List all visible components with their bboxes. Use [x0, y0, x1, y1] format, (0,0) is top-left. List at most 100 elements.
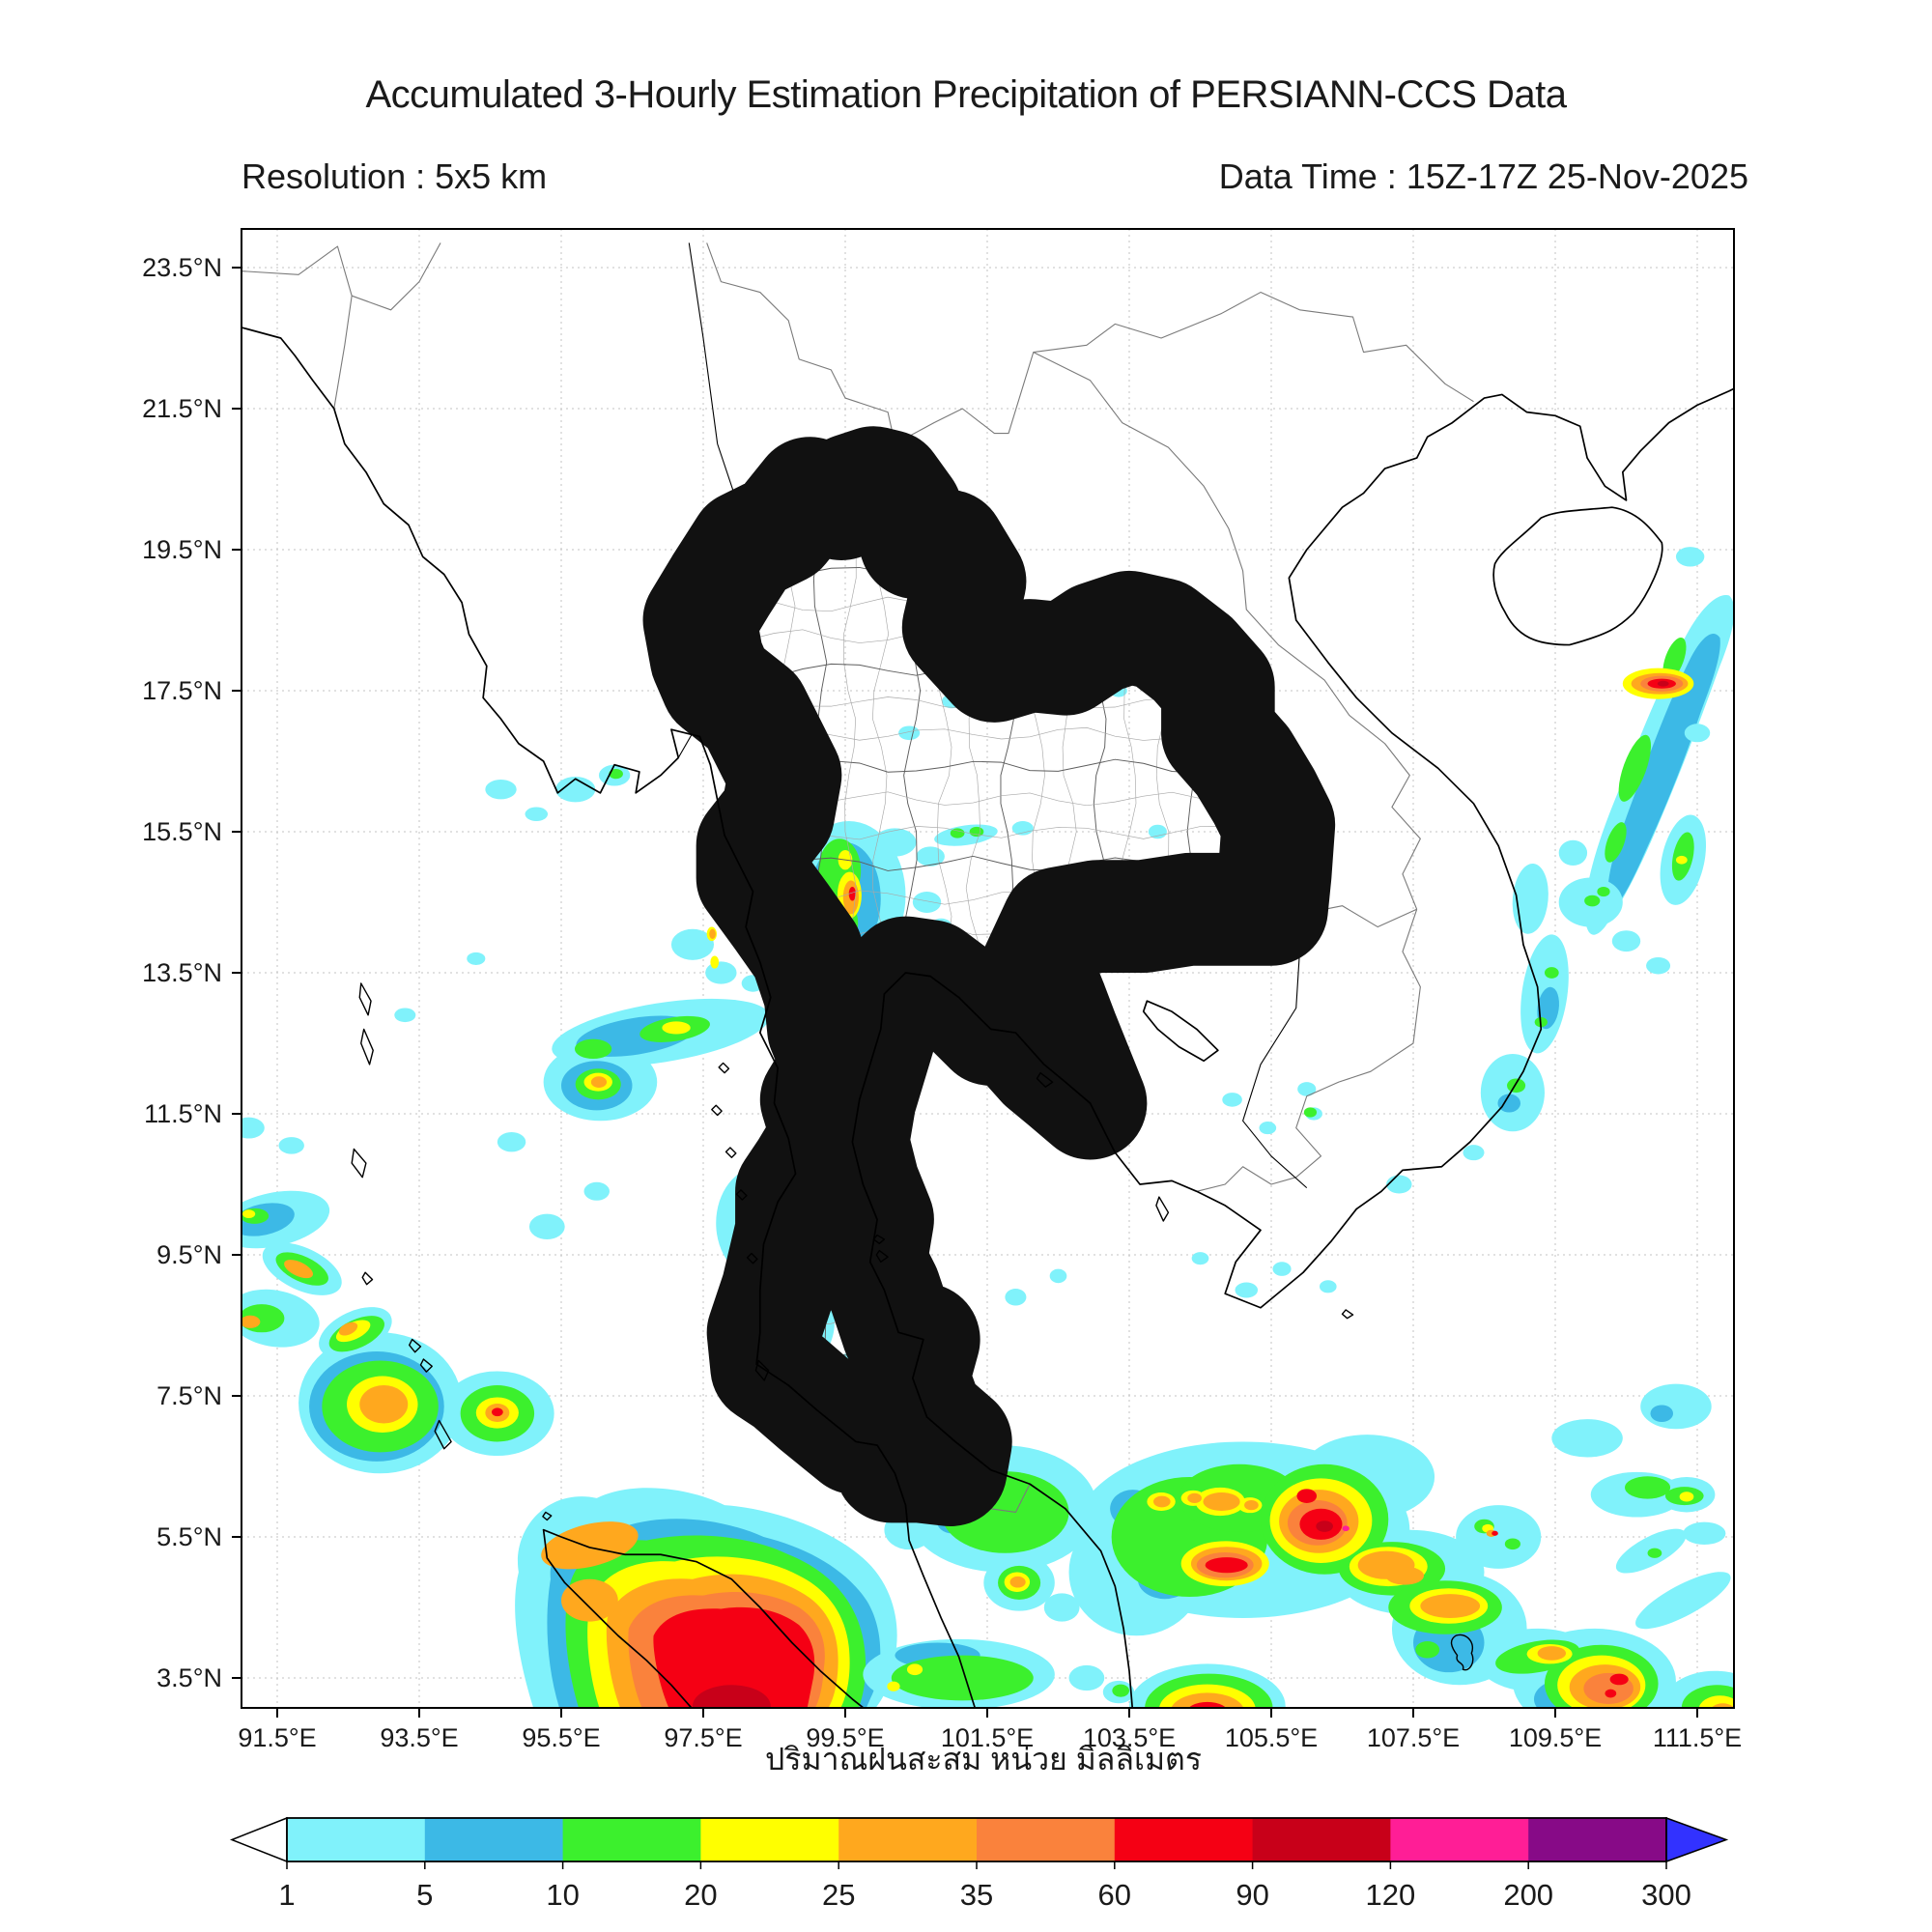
y-axis-label: 19.5°N: [142, 535, 222, 564]
y-axis-label: 13.5°N: [142, 958, 222, 987]
precip-cell: [1244, 1500, 1259, 1511]
axis-ticks: [232, 267, 1698, 1718]
precip-cell: [709, 928, 716, 939]
precip-cell: [1609, 1673, 1629, 1686]
precip-cell: [887, 1681, 900, 1691]
precip-cell: [1504, 1538, 1520, 1550]
y-axis-label: 3.5°N: [156, 1663, 222, 1692]
precip-cell: [1544, 967, 1559, 979]
precip-cell: [1635, 1572, 1731, 1630]
province-line: [1247, 465, 1264, 1508]
precip-cell: [278, 1137, 304, 1154]
precip-cell: [1679, 1492, 1694, 1502]
colorbar-label: 10: [546, 1878, 579, 1912]
colorbar-segment: [287, 1818, 426, 1861]
colorbar-label: 25: [822, 1878, 855, 1912]
precip-region: [1607, 633, 1720, 907]
islands: [352, 983, 1352, 1520]
precip-cell: [934, 824, 998, 846]
precip-cell: [916, 846, 945, 867]
precip-cell: [1191, 1252, 1209, 1265]
precip-cell: [1512, 863, 1548, 934]
colorbar-label: 5: [416, 1878, 433, 1912]
colorbar-under-arrow: [229, 1816, 288, 1863]
precip-cell: [1188, 1701, 1227, 1708]
precip-cell: [950, 828, 965, 838]
precip-cell: [1112, 1684, 1130, 1697]
precip-cell: [1316, 1520, 1333, 1532]
colorbar-segment: [700, 1818, 839, 1861]
precip-cell: [1675, 855, 1688, 865]
precip-cell: [1068, 1664, 1105, 1691]
precip-cell: [1259, 1122, 1277, 1135]
colorbar-legend: 1 5 10 20 25 35 60 90 120 200 300: [229, 1816, 1729, 1912]
y-axis-label: 21.5°N: [142, 394, 222, 423]
x-axis-label: 97.5°E: [664, 1723, 742, 1752]
precip-cell: [1203, 1492, 1240, 1511]
colorbar-segment: [977, 1818, 1116, 1861]
precip-cell: [1152, 1495, 1171, 1508]
x-axis-label: 99.5°E: [806, 1723, 884, 1752]
y-axis-label: 17.5°N: [142, 676, 222, 705]
precip-cell: [1272, 1262, 1292, 1276]
precip-cell: [912, 892, 942, 913]
precip-cell: [284, 1260, 314, 1279]
precip-cell: [692, 1685, 771, 1708]
y-axis-label: 15.5°N: [142, 817, 222, 846]
x-axis-label: 105.5°E: [1225, 1723, 1318, 1752]
precip-cell: [1043, 1593, 1080, 1622]
x-axis-label: 93.5°E: [380, 1723, 458, 1752]
colorbar-label: 300: [1641, 1878, 1691, 1912]
precip-cell: [528, 1213, 565, 1239]
precip-cell: [1605, 1689, 1617, 1698]
precip-cell: [1497, 1094, 1520, 1113]
x-axis-label: 91.5°E: [238, 1723, 316, 1752]
precip-cell: [1646, 956, 1671, 975]
precip-cell: [1296, 1489, 1318, 1503]
precip-cell: [1492, 1530, 1498, 1536]
thailand-border: [699, 483, 1278, 1470]
colorbar-label: 200: [1503, 1878, 1553, 1912]
precip-cell: [609, 769, 623, 780]
precip-cell: [1683, 1521, 1726, 1546]
coastlines: [242, 327, 1736, 1713]
precip-cell: [1551, 1419, 1623, 1458]
precip-cell: [1605, 822, 1627, 863]
precip-cell: [1537, 1646, 1567, 1661]
precip-cell: [574, 1038, 612, 1060]
precip-cell: [242, 1209, 256, 1219]
data-time-label: Data Time : 15Z-17Z 25-Nov-2025: [1218, 156, 1748, 196]
precip-cell: [1463, 1145, 1485, 1161]
colorbar-segment: [1390, 1818, 1529, 1861]
colorbar-label: 60: [1098, 1878, 1131, 1912]
precip-cell: [497, 1131, 526, 1152]
precip-cell: [1584, 895, 1601, 907]
precip-cell: [1456, 1505, 1542, 1569]
precip-cell: [705, 961, 737, 984]
precip-cell: [1303, 1107, 1318, 1118]
colorbar-segment: [838, 1818, 978, 1861]
precip-cell: [1558, 839, 1588, 867]
precip-cell: [467, 952, 486, 965]
precip-cell: [1297, 1082, 1317, 1096]
precip-cell: [1647, 1548, 1662, 1558]
precip-cell: [541, 1521, 639, 1570]
x-axis-label: 101.5°E: [941, 1723, 1034, 1752]
precip-cell: [1011, 821, 1034, 836]
precip-cell: [1319, 1280, 1337, 1293]
precip-cell: [1507, 1078, 1526, 1094]
precip-cell: [394, 1008, 416, 1023]
x-axis-label: 103.5°E: [1083, 1723, 1176, 1752]
precip-cell: [491, 1407, 503, 1417]
colorbar-over-arrow: [1665, 1816, 1729, 1863]
colorbar-segment: [1528, 1818, 1667, 1861]
y-axis-label: 23.5°N: [142, 253, 222, 282]
precip-cell: [1222, 1093, 1242, 1107]
page-title: Accumulated 3-Hourly Estimation Precipit…: [365, 73, 1567, 116]
precip-cell: [906, 1663, 923, 1676]
x-axis-label: 111.5°E: [1653, 1723, 1742, 1752]
precip-cell: [485, 779, 517, 800]
precip-cell: [1597, 886, 1610, 897]
x-axis-label: 109.5°E: [1509, 1723, 1602, 1752]
precip-region: [653, 1606, 815, 1708]
